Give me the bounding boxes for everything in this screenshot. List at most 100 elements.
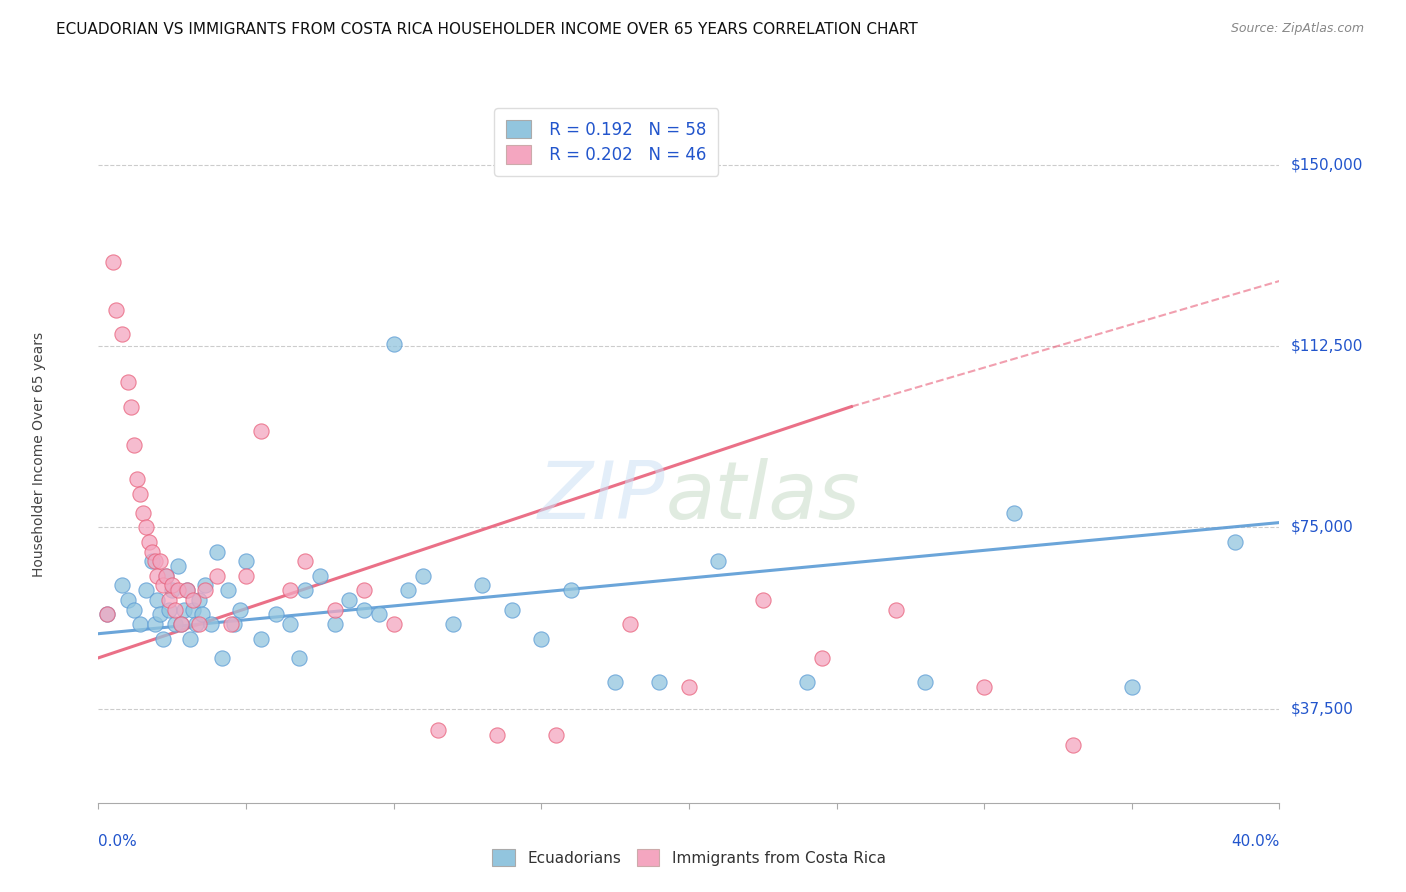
Point: [530, 632, 553, 646]
Point: [128, 486, 150, 500]
Point: [205, 568, 228, 582]
Point: [167, 583, 190, 598]
Point: [162, 578, 183, 592]
Point: [396, 583, 419, 598]
Point: [353, 602, 375, 616]
Point: [471, 578, 494, 592]
Point: [1002, 506, 1025, 520]
Point: [323, 617, 346, 632]
Point: [117, 376, 139, 390]
Point: [187, 617, 209, 632]
Point: [337, 592, 360, 607]
Point: [441, 617, 464, 632]
Point: [152, 578, 174, 592]
Point: [501, 602, 523, 616]
Point: [155, 568, 177, 582]
Point: [353, 583, 375, 598]
Text: Householder Income Over 65 years: Householder Income Over 65 years: [32, 333, 46, 577]
Point: [149, 554, 172, 568]
Point: [294, 583, 316, 598]
Point: [278, 617, 302, 632]
Point: [678, 680, 700, 694]
Point: [544, 728, 567, 742]
Point: [132, 506, 155, 520]
Point: [122, 602, 145, 616]
Point: [810, 651, 832, 665]
Point: [170, 617, 193, 632]
Point: [200, 617, 222, 632]
Point: [427, 723, 450, 738]
Point: [184, 617, 207, 632]
Point: [194, 583, 217, 598]
Point: [157, 592, 180, 607]
Point: [250, 632, 273, 646]
Text: Source: ZipAtlas.com: Source: ZipAtlas.com: [1230, 22, 1364, 36]
Point: [179, 632, 201, 646]
Point: [751, 592, 773, 607]
Point: [1062, 738, 1084, 752]
Point: [619, 617, 641, 632]
Point: [165, 602, 187, 616]
Text: $37,500: $37,500: [1291, 701, 1354, 716]
Point: [141, 544, 163, 558]
Point: [486, 728, 509, 742]
Point: [176, 583, 198, 598]
Text: $150,000: $150,000: [1291, 158, 1362, 172]
Point: [224, 617, 246, 632]
Point: [111, 327, 134, 342]
Text: ECUADORIAN VS IMMIGRANTS FROM COSTA RICA HOUSEHOLDER INCOME OVER 65 YEARS CORREL: ECUADORIAN VS IMMIGRANTS FROM COSTA RICA…: [56, 22, 918, 37]
Point: [173, 602, 195, 616]
Point: [157, 602, 180, 616]
Point: [187, 592, 209, 607]
Point: [211, 651, 233, 665]
Point: [194, 578, 217, 592]
Point: [117, 592, 139, 607]
Point: [229, 602, 252, 616]
Point: [288, 651, 311, 665]
Point: [219, 617, 242, 632]
Point: [176, 583, 198, 598]
Point: [155, 568, 177, 582]
Point: [146, 568, 169, 582]
Point: [120, 400, 142, 414]
Text: atlas: atlas: [665, 458, 860, 536]
Legend: Ecuadorians, Immigrants from Costa Rica: Ecuadorians, Immigrants from Costa Rica: [484, 840, 894, 875]
Point: [96, 607, 118, 622]
Point: [103, 254, 125, 268]
Point: [141, 554, 163, 568]
Point: [235, 568, 257, 582]
Point: [96, 607, 118, 622]
Point: [125, 472, 148, 486]
Point: [217, 583, 239, 598]
Point: [382, 336, 405, 351]
Point: [181, 602, 204, 616]
Point: [205, 544, 228, 558]
Point: [294, 554, 316, 568]
Text: 0.0%: 0.0%: [98, 834, 138, 849]
Point: [143, 617, 166, 632]
Point: [181, 592, 204, 607]
Point: [235, 554, 257, 568]
Point: [105, 303, 128, 318]
Point: [323, 602, 346, 616]
Point: [914, 675, 936, 690]
Point: [146, 592, 169, 607]
Text: 40.0%: 40.0%: [1232, 834, 1279, 849]
Point: [382, 617, 405, 632]
Point: [368, 607, 391, 622]
Point: [138, 534, 160, 549]
Point: [1223, 534, 1246, 549]
Point: [412, 568, 434, 582]
Point: [167, 559, 190, 574]
Point: [973, 680, 995, 694]
Point: [152, 632, 174, 646]
Point: [143, 554, 166, 568]
Point: [111, 578, 134, 592]
Point: [191, 607, 214, 622]
Point: [707, 554, 730, 568]
Point: [165, 617, 187, 632]
Text: $112,500: $112,500: [1291, 339, 1362, 354]
Text: ZIP: ZIP: [538, 458, 665, 536]
Point: [278, 583, 302, 598]
Point: [309, 568, 332, 582]
